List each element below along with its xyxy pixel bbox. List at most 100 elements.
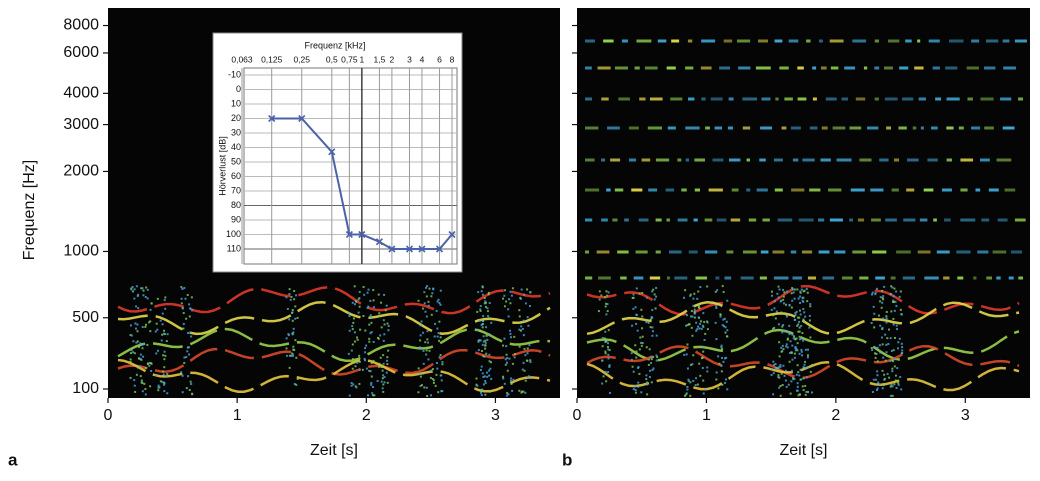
texture [807, 276, 816, 280]
texture [476, 329, 479, 332]
texture [513, 335, 516, 338]
texture [143, 342, 146, 345]
spectrogram-texture [585, 39, 1027, 397]
x-tick-label: 0,75 [341, 54, 358, 64]
texture [790, 250, 797, 254]
texture [386, 356, 389, 359]
texture [874, 378, 877, 381]
texture [157, 389, 160, 392]
texture [984, 126, 994, 130]
texture [889, 359, 892, 362]
texture [842, 276, 853, 280]
texture [348, 315, 351, 318]
texture [708, 188, 723, 192]
texture [811, 364, 814, 367]
texture [891, 385, 894, 388]
texture [601, 382, 604, 385]
texture [931, 126, 938, 130]
texture [782, 302, 785, 305]
texture [927, 158, 938, 162]
texture [430, 313, 433, 316]
texture [636, 39, 652, 43]
texture [637, 385, 640, 388]
texture [607, 371, 610, 374]
texture [702, 345, 705, 348]
texture [510, 377, 513, 380]
texture [946, 126, 954, 130]
texture [136, 323, 139, 326]
texture [796, 385, 799, 388]
texture [134, 390, 137, 393]
texture [628, 126, 639, 130]
texture [794, 313, 797, 316]
texture [710, 97, 723, 101]
texture [289, 298, 292, 301]
texture [655, 354, 658, 357]
texture [886, 372, 889, 375]
texture [608, 365, 611, 368]
texture [812, 97, 817, 101]
texture [685, 314, 688, 317]
texture [356, 338, 359, 341]
texture [797, 394, 800, 397]
texture [724, 326, 727, 329]
texture [897, 383, 900, 386]
texture [649, 318, 652, 321]
texture [504, 289, 507, 292]
texture [382, 390, 385, 393]
texture [607, 353, 610, 356]
texture [893, 365, 896, 368]
texture [849, 218, 854, 222]
texture [526, 288, 529, 291]
texture [370, 383, 373, 386]
texture [187, 375, 190, 378]
texture [748, 218, 757, 222]
texture [798, 330, 801, 333]
texture [187, 346, 190, 349]
texture [888, 328, 891, 331]
texture [797, 371, 800, 374]
texture [291, 332, 294, 335]
y-tick-label: 60 [231, 171, 241, 181]
texture [880, 306, 883, 309]
x-tick-label: 1 [359, 54, 364, 64]
texture [697, 290, 700, 293]
texture [876, 360, 879, 363]
texture [351, 343, 354, 346]
texture [429, 394, 432, 397]
texture [631, 324, 634, 327]
texture [771, 368, 774, 371]
texture [370, 316, 373, 319]
texture [481, 343, 484, 346]
texture [354, 360, 357, 363]
texture [805, 376, 808, 379]
texture [966, 66, 979, 70]
texture [885, 315, 888, 318]
texture [802, 377, 805, 380]
texture [809, 188, 821, 192]
texture [636, 329, 639, 332]
y-tick-label: 30 [231, 127, 241, 137]
texture [652, 288, 655, 291]
texture [756, 188, 768, 192]
inset-title: Frequenz [kHz] [304, 40, 365, 50]
texture [896, 250, 911, 254]
texture [714, 126, 723, 130]
texture [956, 250, 971, 254]
texture [810, 391, 813, 394]
texture [161, 323, 164, 326]
texture [141, 382, 144, 385]
texture [639, 336, 642, 339]
texture [130, 288, 133, 291]
texture [150, 369, 153, 372]
texture [482, 319, 485, 322]
texture [347, 352, 350, 355]
texture [740, 276, 754, 280]
texture [186, 332, 189, 335]
texture [875, 276, 885, 280]
texture [632, 293, 635, 296]
texture [645, 346, 648, 349]
texture [772, 250, 785, 254]
texture [607, 291, 610, 294]
texture [378, 362, 381, 365]
